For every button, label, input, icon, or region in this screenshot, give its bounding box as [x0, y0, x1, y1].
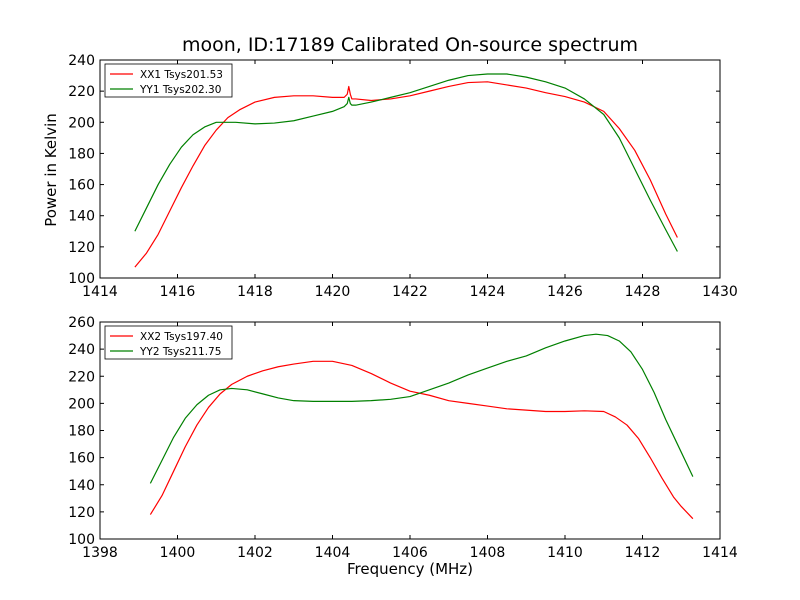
legend-label: XX1 Tsys201.53 — [140, 69, 223, 81]
x-tick-label: 1412 — [625, 545, 661, 561]
y-tick-label: 240 — [68, 53, 95, 69]
legend-label: YY2 Tsys211.75 — [139, 346, 221, 358]
y-axis-label: Power in Kelvin — [42, 113, 60, 227]
series-line-2-1 — [149, 360, 694, 520]
y-tick-label: 160 — [68, 178, 95, 194]
legend: XX1 Tsys201.53 YY1 Tsys202.30 — [104, 63, 233, 98]
x-tick-label: 1424 — [470, 284, 506, 300]
y-tick-label: 140 — [68, 209, 95, 225]
x-tick-label: 1414 — [702, 545, 738, 561]
x-tick-label: 1420 — [315, 284, 351, 300]
legend: XX2 Tsys197.40 YY2 Tsys211.75 — [104, 325, 233, 360]
x-tick-label: 1414 — [82, 284, 118, 300]
y-tick-label: 160 — [68, 451, 95, 467]
y-tick-label: 260 — [68, 315, 95, 331]
y-tick-label: 100 — [68, 532, 95, 548]
x-tick-label: 1428 — [625, 284, 661, 300]
legend-box — [104, 63, 233, 98]
x-tick-label: 1410 — [547, 545, 583, 561]
subplot-1: 1414 1416 1418 1420 1422 1424 1426 1428 1430 100 1… — [68, 53, 738, 300]
y-tick-label: 220 — [68, 84, 95, 100]
x-tick-label: 1416 — [160, 284, 196, 300]
x-tick-label: 1398 — [82, 545, 118, 561]
y-tick-label: 120 — [68, 240, 95, 256]
y-tick-label: 200 — [68, 115, 95, 131]
y-tick-label: 200 — [68, 396, 95, 412]
y-tick-label: 180 — [68, 424, 95, 440]
y-tick-label: 180 — [68, 146, 95, 162]
x-tick-label: 1426 — [547, 284, 583, 300]
subplot-2: 1398 1400 1402 1404 1406 1408 1410 1412 1414 100 1… — [68, 315, 738, 561]
x-tick-label: 1418 — [237, 284, 273, 300]
chart-title: moon, ID:17189 Calibrated On-source spec… — [181, 34, 639, 56]
series-line-1-1 — [134, 81, 678, 268]
x-tick-label: 1400 — [160, 545, 196, 561]
x-tick-label: 1404 — [315, 545, 351, 561]
x-tick-label: 1402 — [237, 545, 273, 561]
y-tick-label: 140 — [68, 478, 95, 494]
x-tick-label: 1408 — [470, 545, 506, 561]
legend-label: XX2 Tsys197.40 — [140, 331, 223, 343]
x-tick-label: 1430 — [702, 284, 738, 300]
legend-box — [104, 325, 233, 360]
x-axis-label: Frequency (MHz) — [346, 560, 474, 578]
y-tick-label: 240 — [68, 342, 95, 358]
x-tick-label: 1406 — [392, 545, 428, 561]
y-tick-label: 120 — [68, 505, 95, 521]
legend-label: YY1 Tsys202.30 — [139, 84, 221, 96]
series-line-2-2 — [149, 333, 694, 484]
series-line-1-2 — [134, 73, 678, 252]
y-tick-label: 100 — [68, 271, 95, 287]
y-tick-label: 220 — [68, 369, 95, 385]
x-tick-label: 1422 — [392, 284, 428, 300]
